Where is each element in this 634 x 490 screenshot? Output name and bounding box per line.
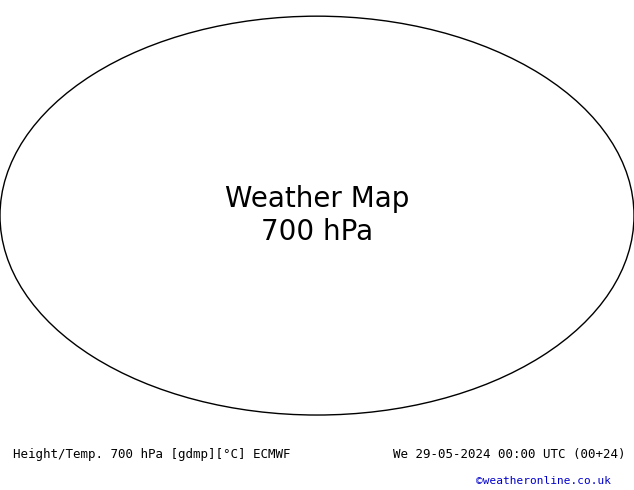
Text: Weather Map
700 hPa: Weather Map 700 hPa (225, 185, 409, 246)
Text: Height/Temp. 700 hPa [gdmp][°C] ECMWF: Height/Temp. 700 hPa [gdmp][°C] ECMWF (13, 448, 290, 461)
Text: ©weatheronline.co.uk: ©weatheronline.co.uk (476, 476, 611, 486)
Ellipse shape (0, 16, 634, 415)
Text: We 29-05-2024 00:00 UTC (00+24): We 29-05-2024 00:00 UTC (00+24) (393, 448, 626, 461)
